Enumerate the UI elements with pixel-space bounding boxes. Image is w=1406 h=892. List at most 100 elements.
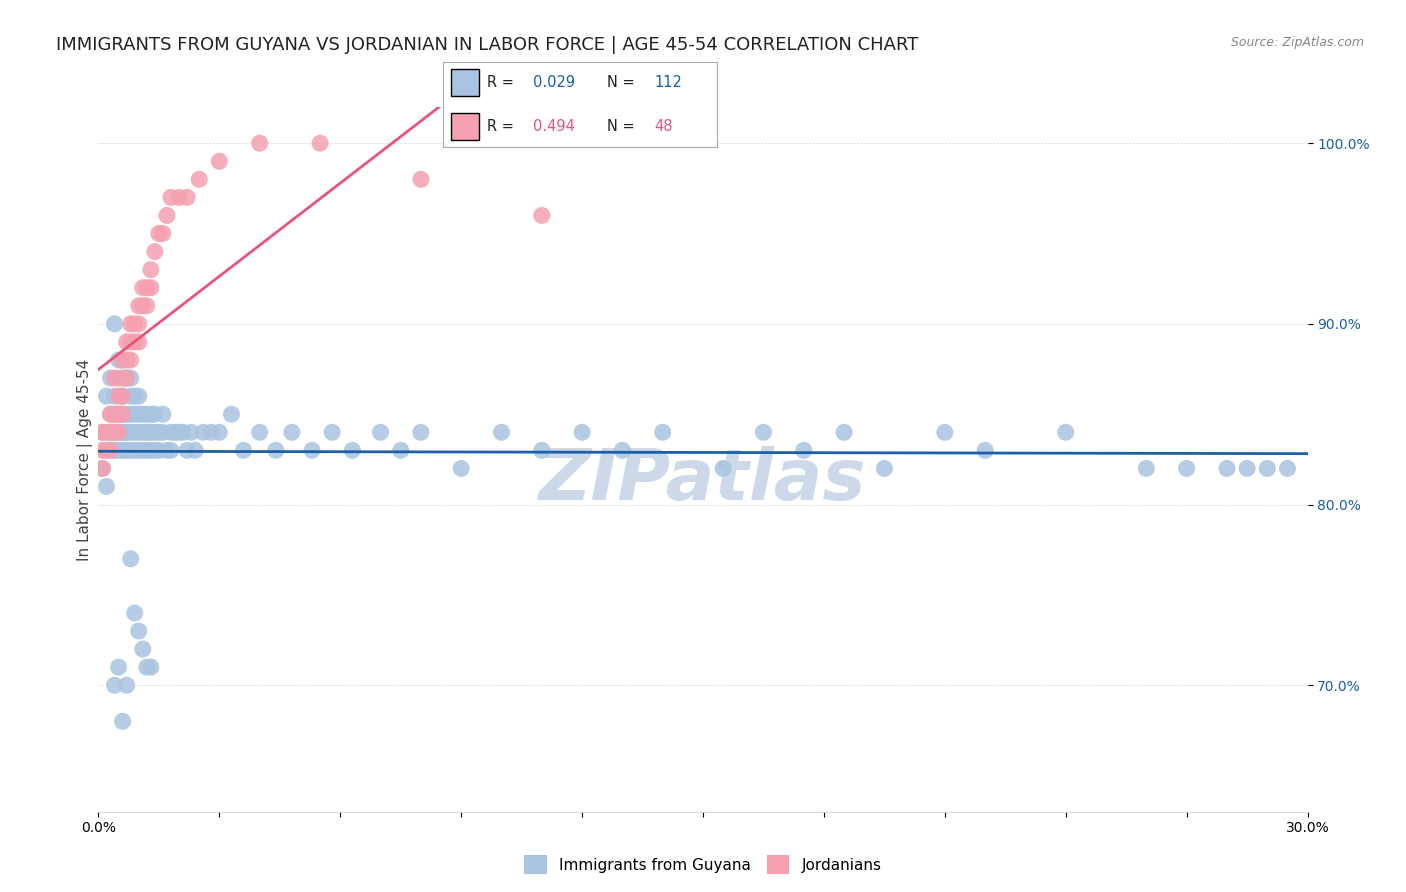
Point [124, 425, 146, 440]
Point [135, 425, 157, 440]
Point [135, 299, 157, 313]
Point [120, 371, 142, 385]
Point [156, 209, 179, 223]
Point [100, 443, 122, 458]
Point [132, 642, 155, 657]
Y-axis label: In Labor Force | Age 45-54: In Labor Force | Age 45-54 [77, 359, 93, 560]
Point [139, 425, 162, 440]
Point [100, 425, 122, 440]
Point [281, 425, 304, 440]
Point [143, 407, 166, 421]
Point [91, 425, 114, 440]
Point [111, 407, 134, 421]
Text: N =: N = [607, 120, 640, 135]
Point [651, 425, 673, 440]
Point [100, 407, 122, 421]
Point [389, 443, 412, 458]
Point [409, 172, 432, 186]
Point [342, 443, 364, 458]
Point [167, 425, 190, 440]
Point [152, 425, 174, 440]
Point [1054, 425, 1077, 440]
Point [96, 425, 118, 440]
Point [107, 443, 129, 458]
Point [100, 425, 122, 440]
Point [91, 425, 114, 440]
Point [103, 407, 125, 421]
Point [148, 227, 170, 241]
Point [96, 443, 118, 458]
Point [111, 425, 134, 440]
Point [111, 371, 134, 385]
Point [111, 714, 134, 729]
Point [188, 172, 211, 186]
Point [321, 425, 343, 440]
Point [152, 227, 174, 241]
Point [107, 407, 129, 421]
Point [120, 389, 142, 403]
Point [103, 371, 125, 385]
Point [96, 389, 118, 403]
Point [115, 425, 138, 440]
Point [107, 425, 129, 440]
FancyBboxPatch shape [451, 70, 478, 96]
Point [115, 407, 138, 421]
Point [180, 425, 202, 440]
Point [135, 407, 157, 421]
Point [184, 443, 207, 458]
Point [120, 443, 142, 458]
Point [934, 425, 956, 440]
Point [96, 479, 118, 493]
Point [152, 407, 174, 421]
Point [143, 425, 166, 440]
Point [107, 407, 129, 421]
Point [103, 678, 125, 692]
Point [111, 353, 134, 368]
Point [139, 281, 162, 295]
Point [107, 425, 129, 440]
Point [120, 353, 142, 368]
Point [128, 624, 150, 638]
Point [143, 244, 166, 259]
Text: 48: 48 [654, 120, 672, 135]
Point [301, 443, 323, 458]
Point [530, 443, 553, 458]
Point [107, 371, 129, 385]
Point [115, 334, 138, 349]
Point [711, 461, 734, 475]
Point [115, 371, 138, 385]
Point [124, 389, 146, 403]
Point [128, 407, 150, 421]
Point [450, 461, 472, 475]
Point [124, 443, 146, 458]
Point [249, 425, 271, 440]
Point [873, 461, 896, 475]
Point [132, 299, 155, 313]
Point [107, 425, 129, 440]
Point [120, 407, 142, 421]
Point [128, 334, 150, 349]
Point [120, 317, 142, 331]
Point [208, 425, 231, 440]
Point [115, 425, 138, 440]
Point [115, 443, 138, 458]
Point [135, 425, 157, 440]
Point [103, 425, 125, 440]
Point [752, 425, 775, 440]
Point [111, 407, 134, 421]
Point [115, 371, 138, 385]
Point [115, 353, 138, 368]
Point [132, 407, 155, 421]
Point [160, 443, 183, 458]
Point [167, 190, 190, 204]
Text: R =: R = [486, 75, 519, 90]
Point [124, 606, 146, 620]
Point [491, 425, 513, 440]
Legend: Immigrants from Guyana, Jordanians: Immigrants from Guyana, Jordanians [519, 849, 887, 880]
Point [91, 461, 114, 475]
Point [176, 190, 198, 204]
Text: Source: ZipAtlas.com: Source: ZipAtlas.com [1230, 36, 1364, 49]
Point [124, 334, 146, 349]
Point [132, 281, 155, 295]
Point [111, 389, 134, 403]
